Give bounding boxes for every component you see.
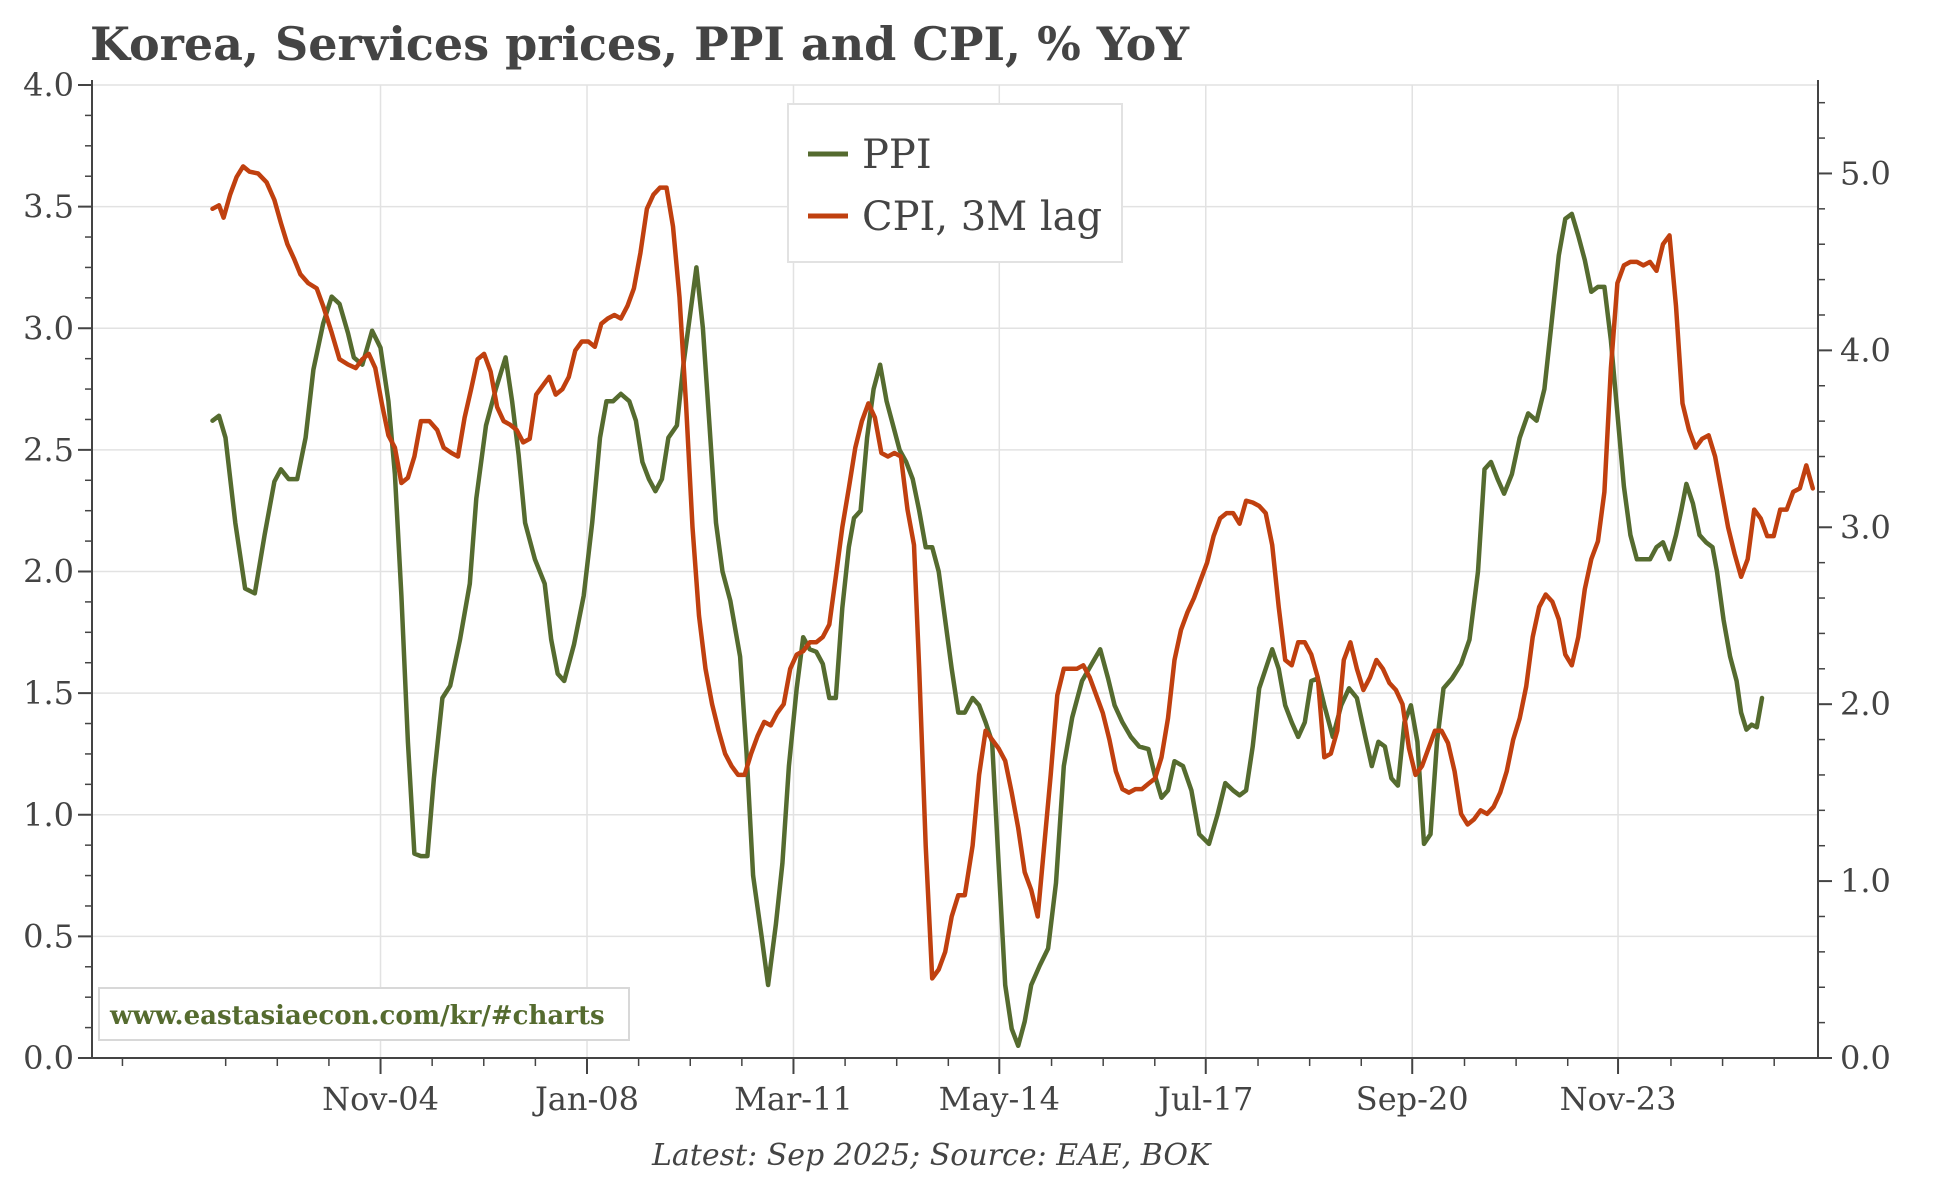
left-tick-label: 3.0 bbox=[23, 309, 74, 347]
x-tick-label: Sep-20 bbox=[1356, 1080, 1469, 1118]
legend-label-cpi: CPI, 3M lag bbox=[862, 194, 1102, 240]
legend: PPI CPI, 3M lag bbox=[788, 104, 1122, 262]
chart-canvas: Korea, Services prices, PPI and CPI, % Y… bbox=[0, 0, 1944, 1178]
right-tick-label: 0.0 bbox=[1840, 1039, 1891, 1077]
watermark-text: www.eastasiaecon.com/kr/#charts bbox=[109, 1001, 605, 1031]
x-tick-label: Nov-23 bbox=[1560, 1080, 1677, 1118]
x-tick-label: May-14 bbox=[939, 1080, 1060, 1118]
watermark: www.eastasiaecon.com/kr/#charts bbox=[99, 988, 629, 1040]
left-tick-label: 0.0 bbox=[23, 1039, 74, 1077]
right-tick-label: 1.0 bbox=[1840, 862, 1891, 900]
left-tick-label: 4.0 bbox=[23, 66, 74, 104]
right-tick-label: 5.0 bbox=[1840, 154, 1891, 192]
right-tick-label: 3.0 bbox=[1840, 508, 1891, 546]
left-tick-label: 0.5 bbox=[23, 917, 74, 955]
left-tick-label: 3.5 bbox=[23, 188, 74, 226]
right-tick-label: 2.0 bbox=[1840, 685, 1891, 723]
left-tick-label: 2.0 bbox=[23, 553, 74, 591]
cpi-series-line bbox=[213, 166, 1813, 978]
chart-title: Korea, Services prices, PPI and CPI, % Y… bbox=[90, 17, 1190, 71]
legend-label-ppi: PPI bbox=[862, 132, 932, 178]
right-tick-label: 4.0 bbox=[1840, 331, 1891, 369]
series-lines bbox=[213, 166, 1813, 1045]
left-tick-label: 1.0 bbox=[23, 796, 74, 834]
x-tick-label: Mar-11 bbox=[734, 1080, 853, 1118]
ppi-series-line bbox=[213, 214, 1763, 1046]
source-note: Latest: Sep 2025; Source: EAE, BOK bbox=[651, 1138, 1212, 1173]
left-tick-label: 2.5 bbox=[23, 431, 74, 469]
left-tick-label: 1.5 bbox=[23, 674, 74, 712]
x-tick-label: Jan-08 bbox=[532, 1080, 639, 1118]
x-tick-label: Nov-04 bbox=[322, 1080, 439, 1118]
x-tick-label: Jul-17 bbox=[1155, 1080, 1253, 1118]
